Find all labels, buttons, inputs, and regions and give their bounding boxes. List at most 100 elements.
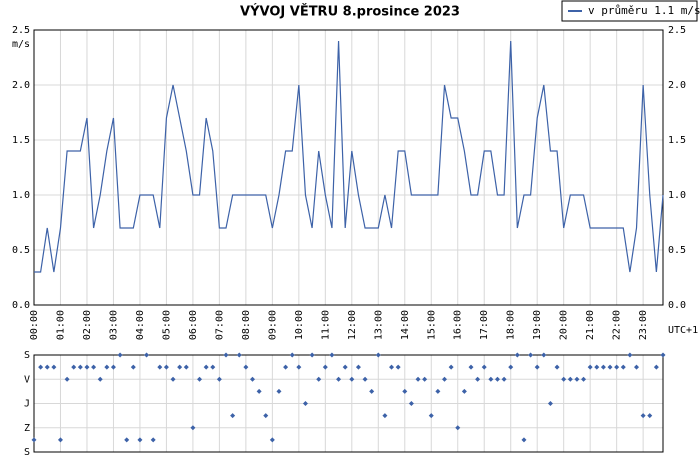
direction-point	[170, 376, 176, 382]
direction-point	[342, 364, 348, 370]
plot-frame	[33, 29, 664, 306]
direction-point	[428, 413, 434, 419]
direction-point	[269, 437, 275, 443]
direction-point	[660, 352, 666, 358]
x-note: UTC+1	[668, 325, 698, 336]
direction-point	[289, 352, 295, 358]
direction-point	[614, 364, 620, 370]
legend	[561, 0, 698, 22]
y-tick-label: V	[24, 374, 30, 385]
x-tick-label: 20:00	[559, 310, 570, 340]
x-tick-label: 21:00	[585, 310, 596, 340]
y-tick-label: S	[24, 447, 30, 458]
y-tick-label: 1.0	[12, 190, 30, 201]
x-tick-label: 06:00	[188, 310, 199, 340]
direction-point	[554, 364, 560, 370]
direction-point	[183, 364, 189, 370]
direction-point	[150, 437, 156, 443]
x-tick-label: 11:00	[320, 310, 331, 340]
direction-point	[31, 437, 37, 443]
direction-point	[309, 352, 315, 358]
direction-point	[581, 376, 587, 382]
x-tick-label: 01:00	[55, 310, 66, 340]
x-tick-label: 19:00	[532, 310, 543, 340]
direction-point	[355, 364, 361, 370]
direction-point	[494, 376, 500, 382]
legend-label: v průměru 1.1 m/s	[588, 4, 700, 17]
direction-point	[634, 364, 640, 370]
direction-point	[110, 364, 116, 370]
direction-point	[38, 364, 44, 370]
direction-point	[190, 425, 196, 431]
x-tick-label: 17:00	[479, 310, 490, 340]
direction-point	[600, 364, 606, 370]
direction-point	[71, 364, 77, 370]
direction-point	[422, 376, 428, 382]
direction-point	[283, 364, 289, 370]
direction-point	[627, 352, 633, 358]
direction-point	[349, 376, 355, 382]
direction-point	[607, 364, 613, 370]
direction-point	[375, 352, 381, 358]
direction-point	[435, 388, 441, 394]
direction-point	[263, 413, 269, 419]
direction-point	[369, 388, 375, 394]
x-tick-label: 07:00	[214, 310, 225, 340]
x-tick-label: 08:00	[241, 310, 252, 340]
x-tick-label: 16:00	[453, 310, 464, 340]
x-tick-label: 09:00	[267, 310, 278, 340]
y-tick-label: 1.5	[12, 135, 30, 146]
direction-point	[177, 364, 183, 370]
direction-point	[528, 352, 534, 358]
direction-point	[561, 376, 567, 382]
chart-title: VÝVOJ VĚTRU 8.prosince 2023	[240, 4, 460, 20]
direction-point	[216, 376, 222, 382]
x-tick-label: 12:00	[347, 310, 358, 340]
direction-point	[104, 364, 110, 370]
y-tick-label-right: 1.5	[668, 135, 686, 146]
direction-point	[620, 364, 626, 370]
direction-point	[336, 376, 342, 382]
direction-point	[197, 376, 203, 382]
direction-point	[468, 364, 474, 370]
direction-point	[44, 364, 50, 370]
y-tick-label: S	[24, 350, 30, 361]
direction-point	[203, 364, 209, 370]
x-tick-label: 02:00	[82, 310, 93, 340]
direction-point	[210, 364, 216, 370]
direction-point	[296, 364, 302, 370]
y-tick-label-right: 0.5	[668, 245, 686, 256]
x-tick-label: 13:00	[373, 310, 384, 340]
direction-point	[461, 388, 467, 394]
direction-point	[316, 376, 322, 382]
direction-point	[640, 413, 646, 419]
x-tick-label: 14:00	[400, 310, 411, 340]
direction-point	[594, 364, 600, 370]
direction-point	[534, 364, 540, 370]
direction-point	[243, 364, 249, 370]
direction-point	[389, 364, 395, 370]
x-tick-label: 03:00	[108, 310, 119, 340]
direction-point	[57, 437, 63, 443]
y-tick-label: Z	[24, 423, 30, 434]
y-tick-label: 2.0	[12, 80, 30, 91]
x-tick-label: 15:00	[426, 310, 437, 340]
x-tick-label: 22:00	[612, 310, 623, 340]
x-tick-label: 00:00	[29, 310, 40, 340]
direction-point	[501, 376, 507, 382]
direction-point	[382, 413, 388, 419]
series-line	[34, 40, 664, 273]
direction-point	[362, 376, 368, 382]
x-tick-label: 05:00	[161, 310, 172, 340]
y-tick-label: 0.0	[12, 300, 30, 311]
direction-point	[302, 401, 308, 406]
direction-point	[448, 364, 454, 370]
plot-area	[34, 30, 663, 305]
direction-point	[329, 352, 335, 358]
direction-point	[249, 376, 255, 382]
x-tick-label: 23:00	[638, 310, 649, 340]
direction-point	[236, 352, 242, 358]
direction-point	[157, 364, 163, 370]
direction-point	[124, 437, 130, 443]
